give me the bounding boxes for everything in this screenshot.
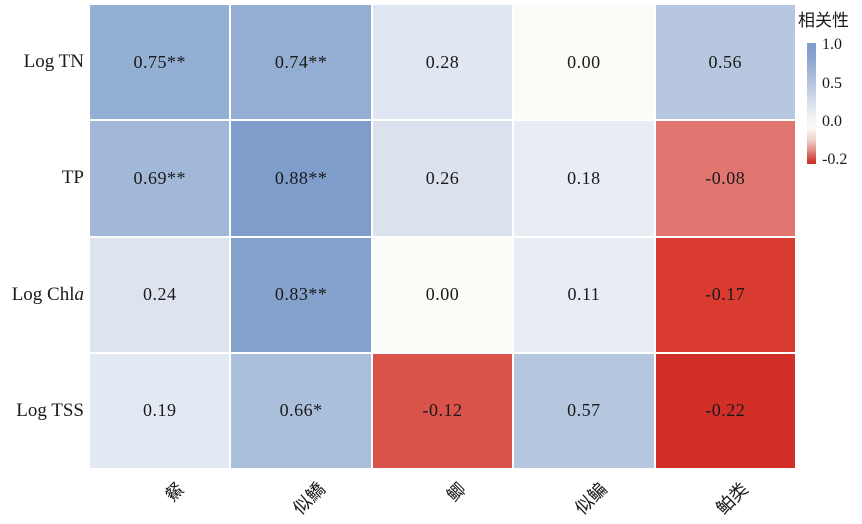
cell-value: 0.11 xyxy=(567,284,601,305)
colorbar-tick: 1.0 xyxy=(822,36,842,53)
heatmap-cell: 0.11 xyxy=(514,237,654,352)
row-label: Log Chl a xyxy=(11,283,84,305)
heatmap-cell: 0.00 xyxy=(372,237,513,352)
col-labels: 䱗 似鱎 鲫 似鳊 鲌类 xyxy=(90,472,795,524)
cell-value: 0.75** xyxy=(133,51,186,72)
cell-value: 0.18 xyxy=(567,167,601,188)
row-label: TP xyxy=(61,167,84,189)
cell-value: 0.00 xyxy=(425,284,460,305)
cell-value: 0.19 xyxy=(142,400,177,421)
cell-value: 0.26 xyxy=(425,167,460,188)
col-label: 䱗 xyxy=(160,478,188,506)
heatmap-cell: 0.75** xyxy=(90,5,230,120)
cell-value: 0.66* xyxy=(279,400,323,421)
heatmap-cell: 0.66* xyxy=(231,353,371,468)
colorbar-tick: -0.2 xyxy=(822,151,848,168)
heatmap-cell: 0.19 xyxy=(90,353,230,468)
heatmap-cell: -0.22 xyxy=(655,353,795,468)
heatmap-cell: 0.69** xyxy=(90,121,230,236)
heatmap-grid: 0.75** 0.74** 0.28 0.00 0.56 0.69** 0.88** 0.26… xyxy=(90,5,795,468)
heatmap-cell: -0.12 xyxy=(372,353,513,468)
heatmap-cell: 0.74** xyxy=(231,5,371,120)
col-label: 似鱎 xyxy=(288,478,329,519)
cell-value: 0.57 xyxy=(567,400,601,421)
cell-value: 0.88** xyxy=(274,167,328,188)
row-labels: Log TN TP Log Chl a Log TSS xyxy=(0,5,84,468)
cell-value: 0.28 xyxy=(425,51,460,72)
colorbar-title: 相关性 xyxy=(798,11,849,30)
heatmap-cell: 0.26 xyxy=(372,121,513,236)
cell-value: 0.24 xyxy=(142,284,177,305)
cell-value: -0.12 xyxy=(422,400,463,421)
heatmap-cell: 0.83** xyxy=(231,237,371,352)
heatmap-cell: -0.08 xyxy=(655,121,795,236)
cell-value: -0.17 xyxy=(705,284,746,305)
cell-value: 0.56 xyxy=(708,51,743,72)
cell-value: 0.83** xyxy=(274,284,328,305)
colorbar-gradient xyxy=(807,43,816,164)
heatmap-cell: 0.24 xyxy=(90,237,230,352)
col-label: 鲌类 xyxy=(711,478,752,519)
colorbar-tick: 0.0 xyxy=(822,113,842,130)
cell-value: -0.22 xyxy=(705,400,746,421)
col-label: 似鳊 xyxy=(570,478,611,519)
col-label: 鲫 xyxy=(442,478,470,506)
cell-value: 0.69** xyxy=(133,167,186,188)
heatmap-cell: 0.88** xyxy=(231,121,371,236)
cell-value: 0.00 xyxy=(567,51,601,72)
heatmap-cell: 0.56 xyxy=(655,5,795,120)
heatmap-cell: 0.18 xyxy=(514,121,654,236)
cell-value: 0.74** xyxy=(274,51,328,72)
heatmap-cell: 0.28 xyxy=(372,5,513,120)
row-label: Log TSS xyxy=(16,399,84,421)
row-label: Log TN xyxy=(23,51,84,73)
heatmap-cell: -0.17 xyxy=(655,237,795,352)
cell-value: -0.08 xyxy=(705,167,746,188)
heatmap-cell: 0.00 xyxy=(514,5,654,120)
heatmap-cell: 0.57 xyxy=(514,353,654,468)
colorbar-tick: 0.5 xyxy=(822,75,842,92)
